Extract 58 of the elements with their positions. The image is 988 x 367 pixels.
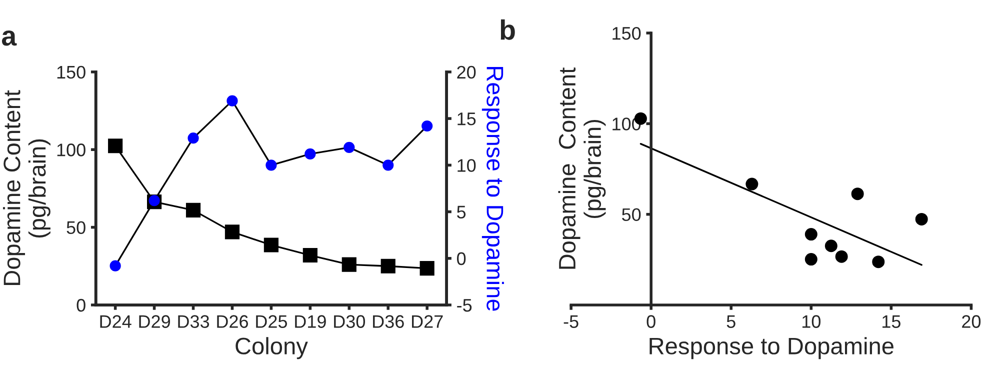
y-tick-label: 50: [66, 221, 86, 234]
y2-tick-label: 5: [457, 206, 466, 218]
x-tick-label: D24: [100, 315, 132, 328]
x-tick-label: D26: [217, 315, 248, 328]
point: [344, 142, 355, 153]
point: [108, 138, 123, 154]
point: [422, 120, 433, 132]
y-axis-title: Dopamine Content (pg/brain): [558, 67, 606, 269]
x-tick-label: 15: [882, 315, 900, 328]
point: [302, 248, 318, 263]
point: [264, 238, 278, 252]
point: [804, 228, 818, 241]
point: [380, 258, 396, 274]
x-tick-label: 0: [646, 315, 656, 328]
x-tick-label: -5: [564, 315, 578, 328]
x-tick-label: D25: [256, 315, 288, 328]
y2-tick-label: -5: [457, 299, 472, 312]
point: [804, 253, 818, 266]
y-tick-label: 100: [57, 144, 86, 156]
point: [746, 178, 758, 190]
x-tick-label: D27: [412, 315, 443, 328]
y2-axis-title: Response to Dopamine: [482, 67, 504, 311]
y2-tick-label: 20: [457, 66, 476, 79]
point: [382, 160, 394, 171]
point: [226, 95, 238, 106]
point: [824, 240, 838, 252]
x-axis-title: Colony: [236, 337, 308, 360]
point: [342, 257, 356, 272]
point: [186, 202, 201, 218]
x-tick-label: 10: [802, 315, 820, 328]
y2-tick-label: 0: [457, 252, 466, 266]
point: [851, 188, 864, 200]
point: [304, 148, 316, 160]
point: [110, 260, 121, 272]
y-tick-label: 0: [76, 298, 86, 312]
point: [915, 212, 928, 226]
point: [872, 256, 885, 268]
chart-title: b: [500, 19, 515, 40]
point: [835, 250, 848, 263]
y-tick-label: 150: [612, 26, 641, 40]
x-tick-label: D30: [334, 315, 366, 328]
point: [420, 261, 434, 276]
y-tick-label: 50: [622, 208, 641, 222]
y2-tick-label: 15: [458, 112, 476, 126]
y2-tick-label: 10: [458, 159, 476, 172]
point: [188, 132, 199, 144]
x-tick-label: D19: [295, 315, 326, 328]
x-tick-label: D29: [139, 315, 170, 328]
x-tick-label: D33: [178, 315, 210, 328]
chart-title: a: [2, 30, 17, 46]
y-axis-title: Dopamine Content (pg/brain): [2, 90, 50, 285]
point: [224, 224, 240, 240]
x-tick-label: 5: [726, 315, 736, 328]
point: [266, 160, 277, 171]
y-tick-label: 150: [57, 66, 86, 79]
x-tick-label: 20: [962, 315, 981, 328]
x-tick-label: D36: [373, 315, 404, 328]
x-axis-title: Response to Dopamine: [650, 337, 894, 360]
